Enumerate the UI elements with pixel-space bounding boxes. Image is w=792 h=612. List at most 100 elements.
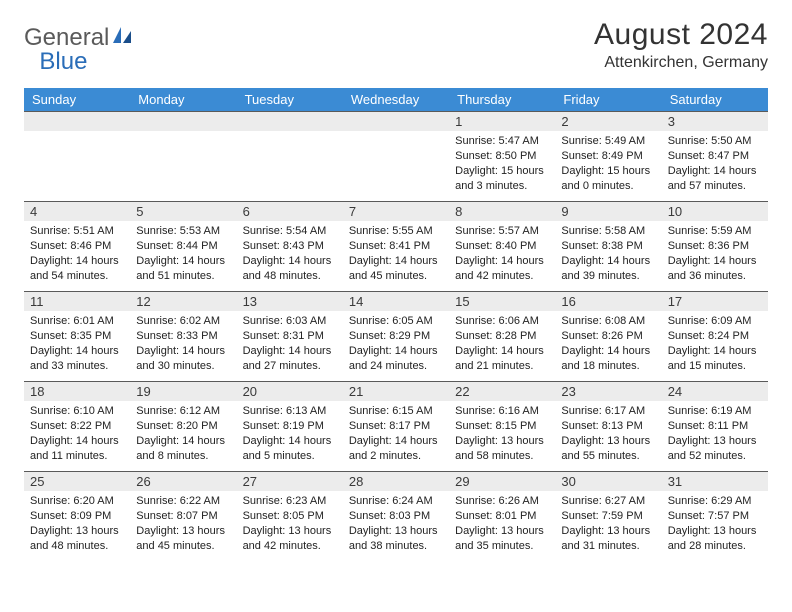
day-number: 27 (237, 472, 343, 491)
sunrise-text: Sunrise: 6:23 AM (243, 494, 337, 509)
sunrise-text: Sunrise: 5:59 AM (668, 224, 762, 239)
daylight-text-2: and 48 minutes. (30, 539, 124, 554)
daylight-text-1: Daylight: 14 hours (30, 254, 124, 269)
daylight-text-1: Daylight: 13 hours (455, 434, 549, 449)
weekday-header: Monday (130, 88, 236, 112)
day-number: 25 (24, 472, 130, 491)
calendar-day-cell: 27 Sunrise: 6:23 AMSunset: 8:05 PMDayligh… (237, 472, 343, 562)
daylight-text-1: Daylight: 14 hours (561, 254, 655, 269)
daylight-text-1: Daylight: 14 hours (30, 434, 124, 449)
calendar-day-cell: 25Sunrise: 6:20 AMSunset: 8:09 PMDayligh… (24, 472, 130, 562)
brand-part2: Blue (39, 48, 87, 76)
daylight-text-2: and 58 minutes. (455, 449, 549, 464)
day-number: 28 (343, 472, 449, 491)
calendar-day-cell: 2Sunrise: 5:49 AMSunset: 8:49 PMDaylight… (555, 112, 661, 202)
sunrise-text: Sunrise: 5:51 AM (30, 224, 124, 239)
day-body: Sunrise: 6:24 AMSunset: 8:03 PMDaylight:… (343, 491, 449, 559)
day-number: 6 (237, 202, 343, 221)
sunrise-text: Sunrise: 6:03 AM (243, 314, 337, 329)
calendar-day-cell: 31Sunrise: 6:29 AMSunset: 7:57 PMDayligh… (662, 472, 768, 562)
day-number: 4 (24, 202, 130, 221)
daylight-text-1: Daylight: 13 hours (136, 524, 230, 539)
daylight-text-2: and 54 minutes. (30, 269, 124, 284)
calendar-day-cell: 5Sunrise: 5:53 AMSunset: 8:44 PMDaylight… (130, 202, 236, 292)
daylight-text-1: Daylight: 13 hours (668, 524, 762, 539)
day-number: 18 (24, 382, 130, 401)
sunset-text: Sunset: 7:59 PM (561, 509, 655, 524)
day-number: 23 (555, 382, 661, 401)
sunrise-text: Sunrise: 5:50 AM (668, 134, 762, 149)
daylight-text-1: Daylight: 14 hours (349, 434, 443, 449)
daylight-text-2: and 42 minutes. (455, 269, 549, 284)
day-body: Sunrise: 5:53 AMSunset: 8:44 PMDaylight:… (130, 221, 236, 289)
sunrise-text: Sunrise: 6:08 AM (561, 314, 655, 329)
daylight-text-1: Daylight: 15 hours (561, 164, 655, 179)
sail-icon (113, 24, 133, 52)
daylight-text-2: and 30 minutes. (136, 359, 230, 374)
sunrise-text: Sunrise: 6:29 AM (668, 494, 762, 509)
daylight-text-1: Daylight: 14 hours (30, 344, 124, 359)
calendar-day-cell: 21Sunrise: 6:15 AMSunset: 8:17 PMDayligh… (343, 382, 449, 472)
sunset-text: Sunset: 8:03 PM (349, 509, 443, 524)
weekday-header: Tuesday (237, 88, 343, 112)
sunset-text: Sunset: 8:29 PM (349, 329, 443, 344)
sunrise-text: Sunrise: 5:49 AM (561, 134, 655, 149)
calendar-day-cell: 13Sunrise: 6:03 AMSunset: 8:31 PMDayligh… (237, 292, 343, 382)
calendar-header-row: SundayMondayTuesdayWednesdayThursdayFrid… (24, 88, 768, 112)
weekday-header: Friday (555, 88, 661, 112)
daylight-text-1: Daylight: 14 hours (668, 164, 762, 179)
daylight-text-2: and 3 minutes. (455, 179, 549, 194)
daylight-text-2: and 51 minutes. (136, 269, 230, 284)
daylight-text-2: and 31 minutes. (561, 539, 655, 554)
day-number: 11 (24, 292, 130, 311)
sunrise-text: Sunrise: 6:02 AM (136, 314, 230, 329)
day-number: 31 (662, 472, 768, 491)
day-body: Sunrise: 6:03 AMSunset: 8:31 PMDaylight:… (237, 311, 343, 379)
day-number: 29 (449, 472, 555, 491)
daylight-text-2: and 55 minutes. (561, 449, 655, 464)
calendar-day-cell: 6Sunrise: 5:54 AMSunset: 8:43 PMDaylight… (237, 202, 343, 292)
sunset-text: Sunset: 8:15 PM (455, 419, 549, 434)
location-label: Attenkirchen, Germany (594, 54, 768, 72)
daylight-text-2: and 36 minutes. (668, 269, 762, 284)
sunrise-text: Sunrise: 6:24 AM (349, 494, 443, 509)
sunset-text: Sunset: 8:24 PM (668, 329, 762, 344)
day-body: Sunrise: 6:20 AMSunset: 8:09 PMDaylight:… (24, 491, 130, 559)
daylight-text-2: and 5 minutes. (243, 449, 337, 464)
daylight-text-1: Daylight: 13 hours (243, 524, 337, 539)
sunset-text: Sunset: 8:07 PM (136, 509, 230, 524)
sunset-text: Sunset: 8:31 PM (243, 329, 337, 344)
sunset-text: Sunset: 8:28 PM (455, 329, 549, 344)
sunset-text: Sunset: 8:19 PM (243, 419, 337, 434)
sunrise-text: Sunrise: 6:10 AM (30, 404, 124, 419)
calendar-body: 1Sunrise: 5:47 AMSunset: 8:50 PMDaylight… (24, 112, 768, 562)
daylight-text-2: and 15 minutes. (668, 359, 762, 374)
sunset-text: Sunset: 8:41 PM (349, 239, 443, 254)
weekday-header: Wednesday (343, 88, 449, 112)
calendar-day-cell: 3Sunrise: 5:50 AMSunset: 8:47 PMDaylight… (662, 112, 768, 202)
day-number: 7 (343, 202, 449, 221)
calendar-page: General August 2024 Attenkirchen, German… (0, 0, 792, 580)
sunrise-text: Sunrise: 6:12 AM (136, 404, 230, 419)
daylight-text-1: Daylight: 14 hours (136, 254, 230, 269)
daylight-text-2: and 2 minutes. (349, 449, 443, 464)
sunrise-text: Sunrise: 6:16 AM (455, 404, 549, 419)
sunset-text: Sunset: 8:05 PM (243, 509, 337, 524)
day-body: Sunrise: 6:27 AMSunset: 7:59 PMDaylight:… (555, 491, 661, 559)
calendar-day-cell: 4Sunrise: 5:51 AMSunset: 8:46 PMDaylight… (24, 202, 130, 292)
calendar-day-cell: 24Sunrise: 6:19 AMSunset: 8:11 PMDayligh… (662, 382, 768, 472)
calendar-day-cell (237, 112, 343, 202)
calendar-day-cell: 11Sunrise: 6:01 AMSunset: 8:35 PMDayligh… (24, 292, 130, 382)
day-number: 26 (130, 472, 236, 491)
calendar-day-cell: 20Sunrise: 6:13 AMSunset: 8:19 PMDayligh… (237, 382, 343, 472)
daylight-text-2: and 39 minutes. (561, 269, 655, 284)
day-number: 14 (343, 292, 449, 311)
day-body: Sunrise: 5:50 AMSunset: 8:47 PMDaylight:… (662, 131, 768, 199)
day-body: Sunrise: 5:58 AMSunset: 8:38 PMDaylight:… (555, 221, 661, 289)
daylight-text-2: and 38 minutes. (349, 539, 443, 554)
daylight-text-1: Daylight: 14 hours (668, 254, 762, 269)
calendar-day-cell: 16Sunrise: 6:08 AMSunset: 8:26 PMDayligh… (555, 292, 661, 382)
sunset-text: Sunset: 8:11 PM (668, 419, 762, 434)
daylight-text-2: and 45 minutes. (349, 269, 443, 284)
sunset-text: Sunset: 8:01 PM (455, 509, 549, 524)
